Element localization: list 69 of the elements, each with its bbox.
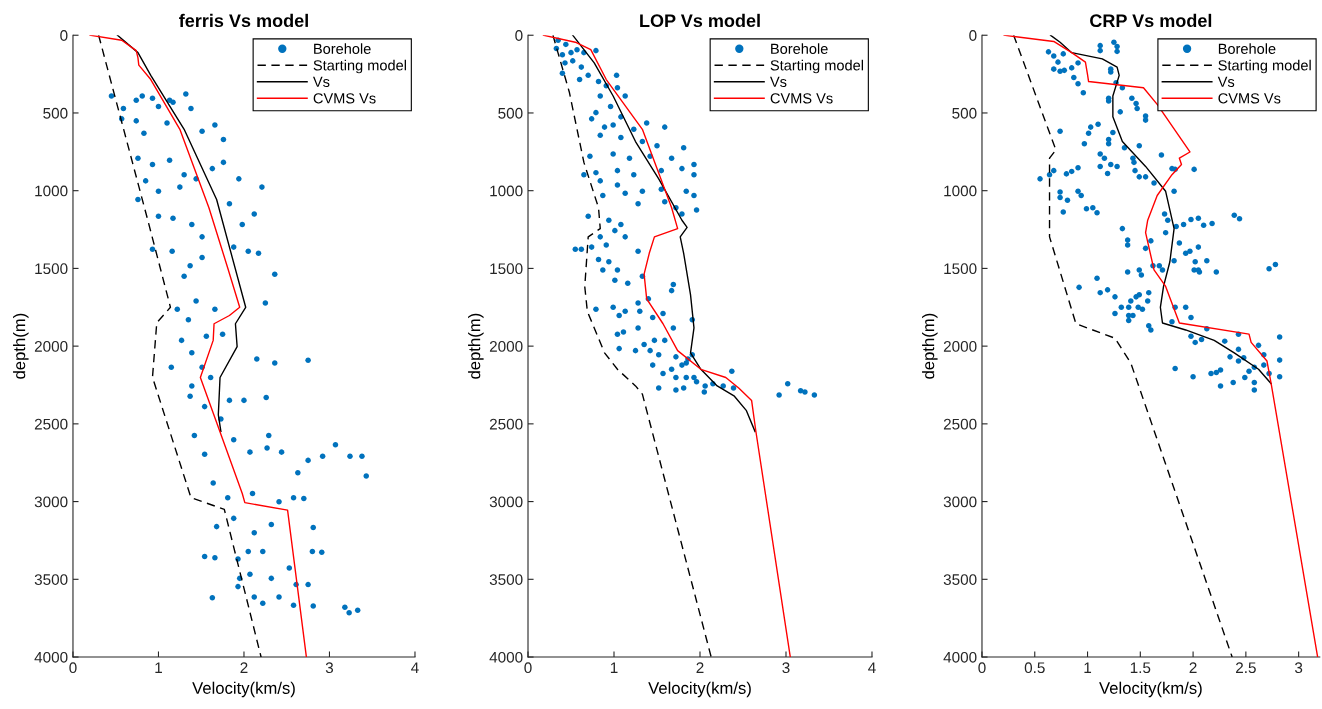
x-axis-title: Velocity(km/s): [648, 681, 751, 698]
x-tick-label: 2.5: [1236, 662, 1256, 674]
y-tick-label: 1000: [490, 185, 523, 197]
legend-label: Vs: [770, 76, 787, 87]
y-tick-label: 2000: [489, 341, 523, 352]
legend-label: Borehole: [314, 43, 371, 54]
legend-label: Vs: [1217, 76, 1235, 87]
x-tick-label: 0.5: [1024, 662, 1045, 674]
y-tick-label: 3000: [489, 496, 523, 508]
y-tick-label: 0: [60, 30, 68, 41]
y-tick-label: 1000: [944, 185, 977, 197]
y-tick-label: 500: [43, 107, 68, 119]
legend-label: Starting model: [770, 59, 863, 74]
line-series: [552, 35, 712, 658]
x-tick-label: 3: [325, 662, 334, 674]
y-axis-title: depth(m): [468, 313, 484, 379]
x-axis-title: Velocity(km/s): [1099, 681, 1202, 698]
x-tick-label: 2: [696, 662, 704, 673]
x-tick-label: 4: [411, 662, 419, 673]
legend-label: Borehole: [1218, 43, 1276, 54]
x-tick-label: 4: [868, 662, 876, 673]
x-tick-label: 1: [610, 662, 618, 673]
legend-label: CVMS Vs: [313, 93, 376, 104]
x-tick-label: 1.5: [1130, 662, 1151, 674]
y-tick-label: 2000: [943, 341, 977, 352]
y-tick-label: 3500: [943, 574, 977, 585]
y-axis-title: depth(m): [922, 313, 938, 379]
y-tick-label: 3000: [943, 496, 977, 508]
chart-title: ferris Vs model: [179, 13, 308, 28]
x-tick-label: 1: [1084, 662, 1092, 673]
y-tick-label: 4000: [943, 651, 977, 663]
legend-label: Starting model: [1218, 59, 1311, 74]
y-tick-label: 2500: [489, 418, 523, 430]
y-tick-label: 500: [498, 107, 523, 119]
x-axis-title: Velocity(km/s): [192, 681, 295, 698]
line-series: [572, 35, 756, 433]
y-tick-label: 2000: [34, 341, 68, 352]
line-series: [97, 35, 262, 658]
legend-label: Starting model: [313, 59, 406, 74]
y-tick-label: 0: [515, 30, 523, 41]
x-tick-label: 0: [978, 662, 986, 674]
x-tick-label: 2: [1189, 662, 1197, 673]
x-tick-label: 1: [155, 662, 162, 673]
y-tick-label: 1500: [490, 263, 523, 275]
legend-label: CVMS Vs: [770, 93, 833, 104]
legend-label: CVMS Vs: [1218, 93, 1281, 104]
y-tick-label: 3500: [34, 574, 68, 585]
y-axis-title: depth(m): [13, 313, 29, 379]
chart-title: LOP Vs model: [640, 13, 760, 28]
y-tick-label: 4000: [34, 651, 68, 663]
y-tick-label: 1500: [944, 263, 977, 275]
y-tick-label: 0: [969, 30, 977, 41]
y-tick-label: 500: [952, 107, 977, 119]
y-tick-label: 2500: [943, 418, 977, 430]
y-tick-label: 2500: [34, 418, 68, 430]
legend-label: Vs: [313, 76, 330, 87]
chart-title: CRP Vs model: [1090, 13, 1212, 28]
x-tick-label: 0: [69, 662, 77, 674]
x-tick-label: 2: [240, 662, 248, 673]
y-tick-label: 4000: [489, 651, 523, 663]
legend-label: Borehole: [771, 43, 828, 54]
x-tick-label: 0: [524, 662, 532, 674]
y-tick-label: 3000: [34, 496, 68, 508]
x-tick-label: 3: [782, 662, 790, 674]
x-tick-label: 3: [1294, 662, 1303, 674]
y-tick-label: 1500: [35, 263, 68, 275]
line-series: [116, 35, 247, 433]
y-tick-label: 3500: [489, 574, 523, 585]
y-tick-label: 1000: [35, 185, 68, 197]
